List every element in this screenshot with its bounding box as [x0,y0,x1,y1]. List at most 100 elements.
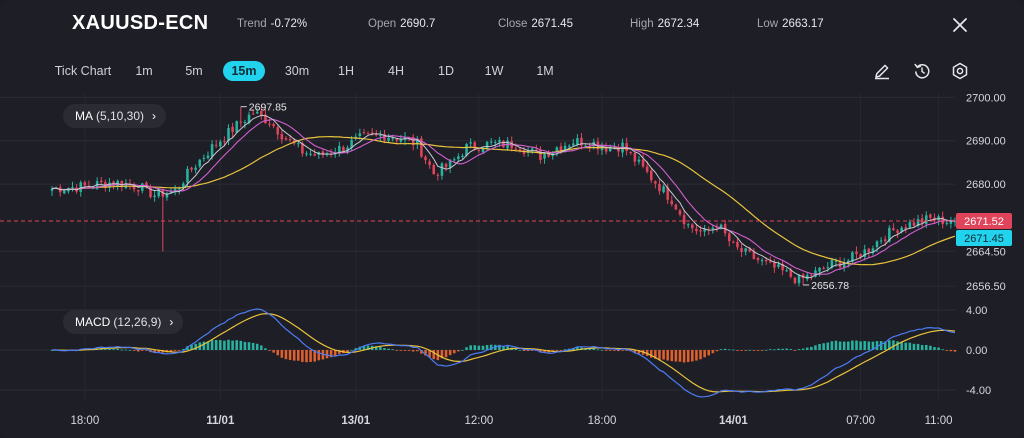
timeframe-1h[interactable]: 1H [338,64,354,78]
macd-dif-line [51,308,956,398]
macd-tick-label: 4.00 [966,305,987,317]
candle-body [732,241,735,243]
timeframe-5m[interactable]: 5m [185,64,203,78]
macd-histogram-bar [297,350,300,361]
timeframe-4h[interactable]: 4H [388,64,404,78]
macd-dea-line [52,313,956,393]
candle-body [633,153,637,162]
timeframe-30m[interactable]: 30m [284,64,310,78]
macd-histogram-bar [182,349,185,350]
time-tick-label: 14/01 [719,415,748,427]
macd-histogram-bar [338,350,341,354]
candle-body [448,160,452,168]
macd-histogram-bar [514,348,518,350]
macd-histogram-bar [276,350,280,356]
macd-histogram-bar [633,350,637,353]
timeframe-toolbar: Tick Chart 1m 5m 15m 30m 1H 4H 1D 1W 1M [0,58,1024,84]
macd-histogram-bar [374,346,378,350]
candle-body [50,188,54,191]
macd-histogram-bar [469,345,472,350]
timeframe-1d[interactable]: 1D [438,64,454,78]
timeframe-15m[interactable]: 15m [223,61,265,81]
macd-histogram-bar [366,345,370,350]
macd-histogram-bar [473,345,477,350]
candle-body [440,163,444,176]
candle-body [539,149,542,160]
close-button[interactable] [949,14,971,36]
candle-body [625,143,628,151]
candle-body [444,163,448,168]
macd-histogram-bar [805,347,809,350]
candle-body [489,141,493,143]
ma-indicator-button[interactable]: MA (5,10,30) › [63,104,167,128]
stat-high: High 2672.34 [630,18,699,30]
macd-histogram-bar [526,350,530,352]
candle-body [777,264,780,267]
candle-body [600,147,604,151]
timeframe-tick-chart[interactable]: Tick Chart [54,64,112,78]
timeframe-1m[interactable]: 1m [135,64,153,78]
candle-body [744,248,747,252]
timeframe-1mo[interactable]: 1M [536,64,554,78]
candle-body [797,275,801,284]
candle-body [243,122,247,124]
candle-body [588,146,591,148]
chart-settings-button[interactable] [950,61,970,81]
reset-chart-button[interactable] [912,61,932,81]
candle-body [165,193,169,198]
candle-body [924,215,928,224]
macd-histogram-bar [403,350,407,351]
macd-histogram-bar [128,349,132,351]
macd-histogram-bar [617,350,620,352]
candle-body [272,124,275,127]
stat-low-key: Low [757,18,779,30]
macd-histogram-bar [896,341,899,350]
macd-histogram-bar [691,350,694,362]
candle-body [711,227,715,230]
macd-indicator-button[interactable]: MACD (12,26,9) › [63,310,184,334]
macd-histogram-bar [379,346,382,350]
candle-body [219,141,222,147]
chevron-right-icon: › [152,109,157,123]
candle-body [834,260,838,262]
macd-histogram-bar [214,339,218,350]
macd-histogram-bar [280,350,284,358]
candle-body [321,151,325,156]
macd-histogram-bar [132,350,136,351]
macd-histogram-bar [748,349,752,351]
candle-body [198,159,202,167]
macd-histogram-bar [243,341,247,350]
macd-histogram-bar [440,350,444,359]
macd-histogram-bar [953,350,957,352]
macd-histogram-bar [793,350,797,351]
candle-body [465,143,468,156]
macd-histogram-bar [608,350,612,351]
candle-body [362,132,366,134]
candle-body [452,159,456,161]
macd-histogram-bar [929,345,932,350]
candle-body [892,228,895,231]
macd-histogram-bar [354,348,358,350]
macd-histogram-bar [108,348,111,350]
macd-histogram-bar [506,346,509,350]
draw-tool-button[interactable] [872,61,892,81]
macd-histogram-bar [219,340,222,350]
candle-body [567,145,571,147]
candle-body [498,139,501,142]
candle-body [773,262,776,268]
candle-body [338,145,341,154]
macd-histogram-bar [305,350,308,363]
macd-histogram-bar [736,350,739,351]
macd-histogram-bar [136,350,140,352]
candle-body [584,145,587,147]
macd-histogram-bar [727,349,731,351]
candle-body [842,262,846,268]
macd-histogram-bar [153,350,156,353]
candle-body [387,137,390,141]
timeframe-1w[interactable]: 1W [484,64,504,78]
ma-label: MA [75,109,93,123]
candle-body [662,186,665,193]
macd-histogram-bar [522,350,526,351]
stat-low: Low 2663.17 [757,18,824,30]
